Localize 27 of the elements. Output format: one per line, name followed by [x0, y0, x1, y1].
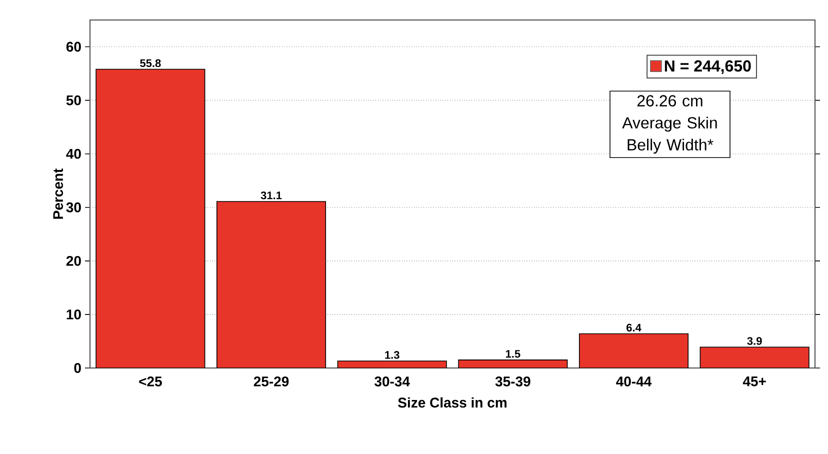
x-tick-label: <25: [139, 376, 162, 386]
y-tick-label: 60: [66, 42, 81, 52]
legend-label: N = 244,650: [664, 60, 751, 74]
x-tick-label: 25-29: [254, 376, 289, 386]
y-tick-label: 40: [66, 148, 81, 159]
data-label: 1.3: [385, 351, 400, 359]
data-label: 6.4: [626, 324, 642, 332]
y-tick-label: 30: [66, 202, 81, 212]
x-tick-label: 35-39: [495, 376, 530, 386]
data-label: 55.8: [140, 59, 161, 68]
bar: [96, 69, 205, 368]
x-tick-label: 30-34: [374, 376, 410, 386]
data-label: 1.5: [506, 350, 520, 358]
data-label: 3.9: [747, 337, 762, 345]
y-tick-label: 10: [66, 309, 81, 320]
data-label: 31.1: [260, 191, 282, 200]
bar: [700, 346, 810, 368]
bar: [579, 334, 688, 368]
y-tick-label: 50: [66, 95, 81, 106]
y-tick-label: 20: [66, 256, 81, 266]
y-axis-title: Percent: [53, 168, 64, 219]
x-tick-label: 45+: [742, 376, 766, 386]
x-axis-title: Size Class in cm: [398, 397, 506, 408]
x-tick-label: 40-44: [616, 376, 652, 386]
annotation: 26.26 cm Average Skin Belly Width*: [622, 95, 717, 154]
y-tick-label: 0: [74, 363, 81, 373]
bar: [216, 201, 326, 368]
